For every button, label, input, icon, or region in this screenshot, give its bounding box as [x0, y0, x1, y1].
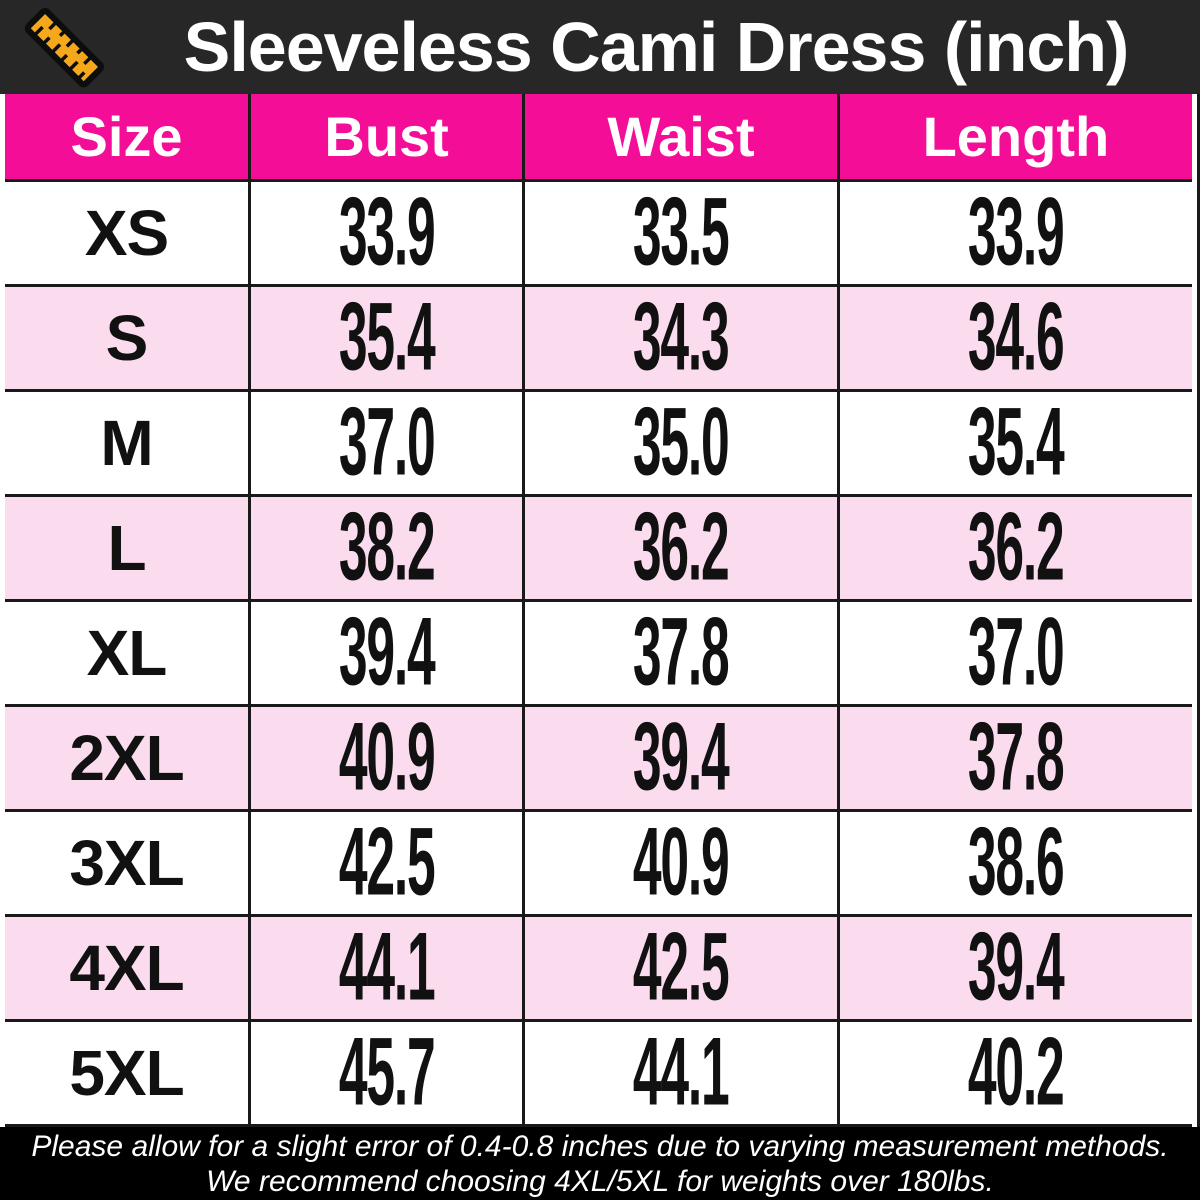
cell-length: 37.8 — [836, 703, 1192, 812]
cell-length: 40.2 — [836, 1018, 1192, 1127]
cell-bust: 33.9 — [248, 178, 526, 287]
cell-bust: 39.4 — [248, 598, 526, 707]
ruler-icon — [0, 0, 130, 94]
bust-value: 44.1 — [338, 915, 436, 1020]
cell-length: 33.9 — [836, 178, 1192, 287]
bust-value: 42.5 — [338, 810, 436, 915]
length-value: 37.8 — [968, 705, 1065, 810]
table-row-l: L 38.2 36.2 36.2 — [5, 493, 1192, 602]
cell-waist: 39.4 — [522, 703, 840, 812]
cell-length: 34.6 — [836, 283, 1192, 392]
waist-value: 37.8 — [633, 600, 730, 705]
size-label: L — [107, 511, 146, 584]
page-title: Sleeveless Cami Dress (inch) — [183, 8, 1130, 86]
waist-value: 40.9 — [633, 810, 730, 915]
length-value: 33.9 — [968, 180, 1065, 285]
footer-note: Please allow for a slight error of 0.4-0… — [0, 1126, 1200, 1200]
cell-length: 37.0 — [836, 598, 1192, 707]
size-label: XL — [86, 616, 168, 689]
cell-length: 39.4 — [836, 913, 1192, 1022]
header-row: Size Bust Waist Length — [5, 94, 1192, 182]
size-label: 4XL — [69, 931, 184, 1004]
length-value: 38.6 — [968, 810, 1065, 915]
cell-waist: 33.5 — [522, 178, 840, 287]
cell-size: L — [5, 493, 252, 602]
cell-waist: 44.1 — [522, 1018, 840, 1127]
cell-bust: 42.5 — [248, 808, 526, 917]
length-value: 37.0 — [968, 600, 1065, 705]
table-row-5xl: 5XL 45.7 44.1 40.2 — [5, 1018, 1192, 1127]
table-row-xl: XL 39.4 37.8 37.0 — [5, 598, 1192, 707]
size-chart-table-wrapper: Size Bust Waist Length XS 33.9 33.5 33.9… — [0, 94, 1200, 1127]
bust-value: 33.9 — [338, 180, 436, 285]
cell-waist: 36.2 — [522, 493, 840, 602]
length-value: 39.4 — [968, 915, 1065, 1020]
cell-waist: 34.3 — [522, 283, 840, 392]
length-value: 35.4 — [968, 390, 1065, 495]
column-header-length: Length — [836, 94, 1192, 182]
waist-value: 39.4 — [633, 705, 730, 810]
cell-size: 5XL — [5, 1018, 252, 1127]
bust-value: 45.7 — [338, 1020, 436, 1125]
cell-bust: 40.9 — [248, 703, 526, 812]
waist-value: 36.2 — [633, 495, 730, 600]
column-header-bust: Bust — [248, 94, 526, 182]
cell-length: 35.4 — [836, 388, 1192, 497]
cell-bust: 45.7 — [248, 1018, 526, 1127]
cell-waist: 40.9 — [522, 808, 840, 917]
cell-size: M — [5, 388, 252, 497]
size-label: 5XL — [69, 1036, 184, 1109]
cell-size: 4XL — [5, 913, 252, 1022]
table-row-2xl: 2XL 40.9 39.4 37.8 — [5, 703, 1192, 812]
cell-size: XS — [5, 178, 252, 287]
waist-value: 34.3 — [633, 285, 730, 390]
bust-value: 35.4 — [338, 285, 436, 390]
column-header-waist: Waist — [522, 94, 840, 182]
bust-value: 38.2 — [338, 495, 436, 600]
cell-bust: 44.1 — [248, 913, 526, 1022]
cell-bust: 38.2 — [248, 493, 526, 602]
cell-size: 3XL — [5, 808, 252, 917]
cell-size: XL — [5, 598, 252, 707]
bust-value: 37.0 — [338, 390, 436, 495]
size-label: 2XL — [69, 721, 184, 794]
cell-waist: 35.0 — [522, 388, 840, 497]
bust-value: 40.9 — [338, 705, 436, 810]
cell-size: 2XL — [5, 703, 252, 812]
table-row-m: M 37.0 35.0 35.4 — [5, 388, 1192, 497]
cell-bust: 35.4 — [248, 283, 526, 392]
waist-value: 42.5 — [633, 915, 730, 1020]
waist-value: 44.1 — [633, 1020, 730, 1125]
table-row-4xl: 4XL 44.1 42.5 39.4 — [5, 913, 1192, 1022]
table-row-xs: XS 33.9 33.5 33.9 — [5, 178, 1192, 287]
footer-line-1: Please allow for a slight error of 0.4-0… — [31, 1129, 1169, 1163]
bust-value: 39.4 — [338, 600, 436, 705]
cell-waist: 42.5 — [522, 913, 840, 1022]
cell-size: S — [5, 283, 252, 392]
cell-waist: 37.8 — [522, 598, 840, 707]
cell-length: 36.2 — [836, 493, 1192, 602]
length-value: 36.2 — [968, 495, 1065, 600]
length-value: 40.2 — [968, 1020, 1065, 1125]
length-value: 34.6 — [968, 285, 1065, 390]
size-label: 3XL — [69, 826, 184, 899]
footer-line-2: We recommend choosing 4XL/5XL for weight… — [206, 1164, 994, 1198]
size-label: M — [100, 406, 153, 479]
title-bar: Sleeveless Cami Dress (inch) — [0, 0, 1200, 94]
table-row-s: S 35.4 34.3 34.6 — [5, 283, 1192, 392]
cell-bust: 37.0 — [248, 388, 526, 497]
cell-length: 38.6 — [836, 808, 1192, 917]
table-row-3xl: 3XL 42.5 40.9 38.6 — [5, 808, 1192, 917]
size-label: XS — [84, 196, 169, 269]
size-chart-table: Size Bust Waist Length XS 33.9 33.5 33.9… — [5, 94, 1192, 1127]
waist-value: 35.0 — [633, 390, 730, 495]
column-header-size: Size — [5, 94, 252, 182]
waist-value: 33.5 — [633, 180, 730, 285]
size-label: S — [105, 301, 149, 374]
